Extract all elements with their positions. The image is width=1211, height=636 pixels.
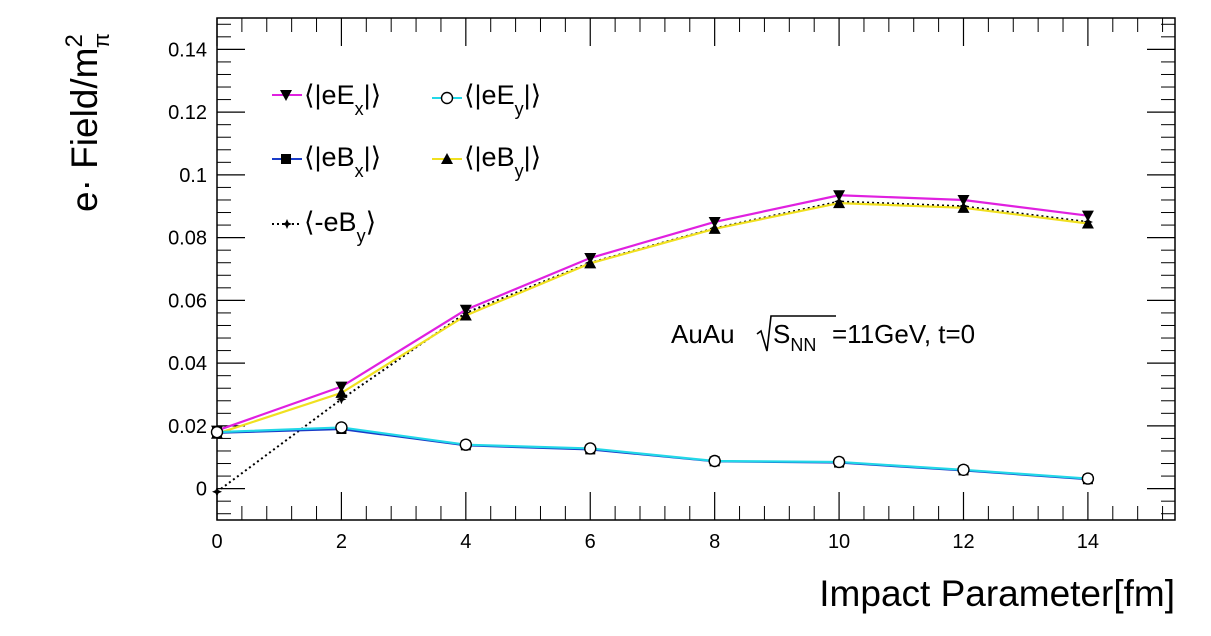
series-line (216, 202, 1089, 435)
legend-marker-neg-eBy (282, 219, 292, 229)
legend-entry-eBx: ⟨|eBx|⟩ (272, 142, 381, 181)
legend-label-eBx-end: |⟩ (364, 142, 382, 172)
y-tick-label: 0.1 (179, 165, 207, 187)
legend-label-neg-eBy-sub: y (357, 226, 366, 246)
legend-entry-eEy: ⟨|eEy|⟩ (432, 80, 541, 119)
y-tick-label: 0.08 (168, 228, 207, 250)
series-1 (210, 421, 1095, 485)
y-tick-label: 0.12 (168, 102, 207, 124)
legend-label-neg-eBy-end: ⟩ (366, 207, 377, 237)
data-point (708, 454, 721, 468)
legend-label-eBy-main: ⟨|eB (464, 142, 515, 172)
x-tick-label: 6 (585, 531, 596, 553)
series-line (216, 194, 1089, 432)
data-point (212, 486, 222, 497)
x-tick-label: 10 (828, 531, 850, 553)
legend-label-eBy-end: |⟩ (524, 142, 542, 172)
data-point (833, 197, 846, 209)
y-tick-label: 0.06 (168, 290, 207, 312)
data-point (584, 253, 597, 265)
data-point (957, 201, 970, 213)
data-point (336, 394, 347, 405)
data-point (957, 463, 970, 476)
legend-marker-eBy (441, 153, 453, 164)
x-axis-title: Impact Parameter[fm] (819, 573, 1175, 614)
data-point (210, 425, 224, 439)
annotation-radicand-sub: NN (790, 335, 816, 355)
data-point (459, 438, 473, 451)
legend-entry-eBy: ⟨|eBy|⟩ (432, 142, 541, 181)
data-point (1081, 472, 1095, 485)
legend-label-eBx-sub: x (355, 161, 364, 181)
annotation-radicand-main: S (773, 319, 790, 349)
legend-marker-eBx (281, 154, 291, 164)
y-tick-label: 0.14 (168, 39, 207, 61)
data-point (335, 381, 348, 393)
annotation-radicand: SNN (773, 319, 816, 355)
legend-label-eBx-main: ⟨|eB (304, 142, 355, 172)
legend-label-eBx: ⟨|eBx|⟩ (304, 142, 381, 181)
x-tick-label: 12 (952, 531, 974, 553)
legend-label-eEx-main: ⟨|eE (304, 80, 355, 110)
series-layer (210, 190, 1095, 497)
legend-label-eEy-end: |⟩ (524, 80, 542, 110)
y-tick-label: 0.04 (168, 353, 207, 375)
data-point (833, 190, 846, 202)
legend-entry-neg-eBy: ⟨-eBy⟩ (272, 207, 376, 246)
data-point (584, 442, 597, 455)
x-tick-label: 14 (1077, 531, 1099, 553)
plot-frame (216, 17, 1176, 521)
legend-label-eEx: ⟨|eEx|⟩ (304, 80, 381, 119)
data-point (459, 304, 472, 316)
y-axis-title-sup: 2 (61, 34, 88, 47)
legend: ⟨|eEx|⟩ ⟨|eEy|⟩ ⟨|eBx|⟩ ⟨|eBy|⟩ (272, 80, 541, 246)
sqrt-symbol (756, 315, 836, 352)
axis-ticks: 0 2 4 6 8 10 12 14 0 0.02 0.04 0.06 0.08 0.1 0.12 0.14 (168, 18, 1175, 553)
annotation-suffix: =11GeV, t=0 (832, 319, 975, 349)
legend-label-eEx-sub: x (355, 99, 364, 119)
y-axis-title-base: e· Field/m (64, 48, 105, 212)
legend-marker-eEy (440, 91, 454, 105)
data-point (1081, 210, 1094, 222)
data-point (708, 216, 721, 228)
y-axis-title-sub: π (89, 33, 114, 48)
x-tick-label: 8 (709, 531, 720, 553)
legend-marker-eEx (280, 90, 292, 101)
legend-label-eEy-main: ⟨|eE (464, 80, 515, 110)
y-axis-title: e· Field/m2π (61, 33, 114, 212)
y-tick-label: 0 (196, 479, 207, 501)
legend-label-neg-eBy-main: ⟨-eB (304, 207, 357, 237)
data-point (708, 222, 721, 234)
x-tick-label: 4 (460, 531, 471, 553)
legend-entry-eEx: ⟨|eEx|⟩ (272, 80, 381, 119)
legend-label-eEy-sub: y (515, 99, 524, 119)
x-tick-label: 2 (336, 531, 347, 553)
x-tick-label: 0 (211, 531, 222, 553)
data-point (1081, 217, 1094, 229)
y-tick-label: 0.02 (168, 416, 207, 438)
legend-label-neg-eBy: ⟨-eBy⟩ (304, 207, 376, 246)
annotation-prefix: AuAu (671, 319, 735, 349)
series-line (216, 426, 1088, 480)
data-point (957, 194, 970, 206)
data-point (832, 455, 846, 469)
legend-label-eEy: ⟨|eEy|⟩ (464, 80, 541, 119)
legend-label-eBy-sub: y (515, 161, 524, 181)
data-point (335, 421, 348, 434)
legend-label-eBy: ⟨|eBy|⟩ (464, 142, 541, 181)
legend-label-eEx-end: |⟩ (364, 80, 382, 110)
annotation: AuAu SNN =11GeV, t=0 (671, 315, 975, 355)
